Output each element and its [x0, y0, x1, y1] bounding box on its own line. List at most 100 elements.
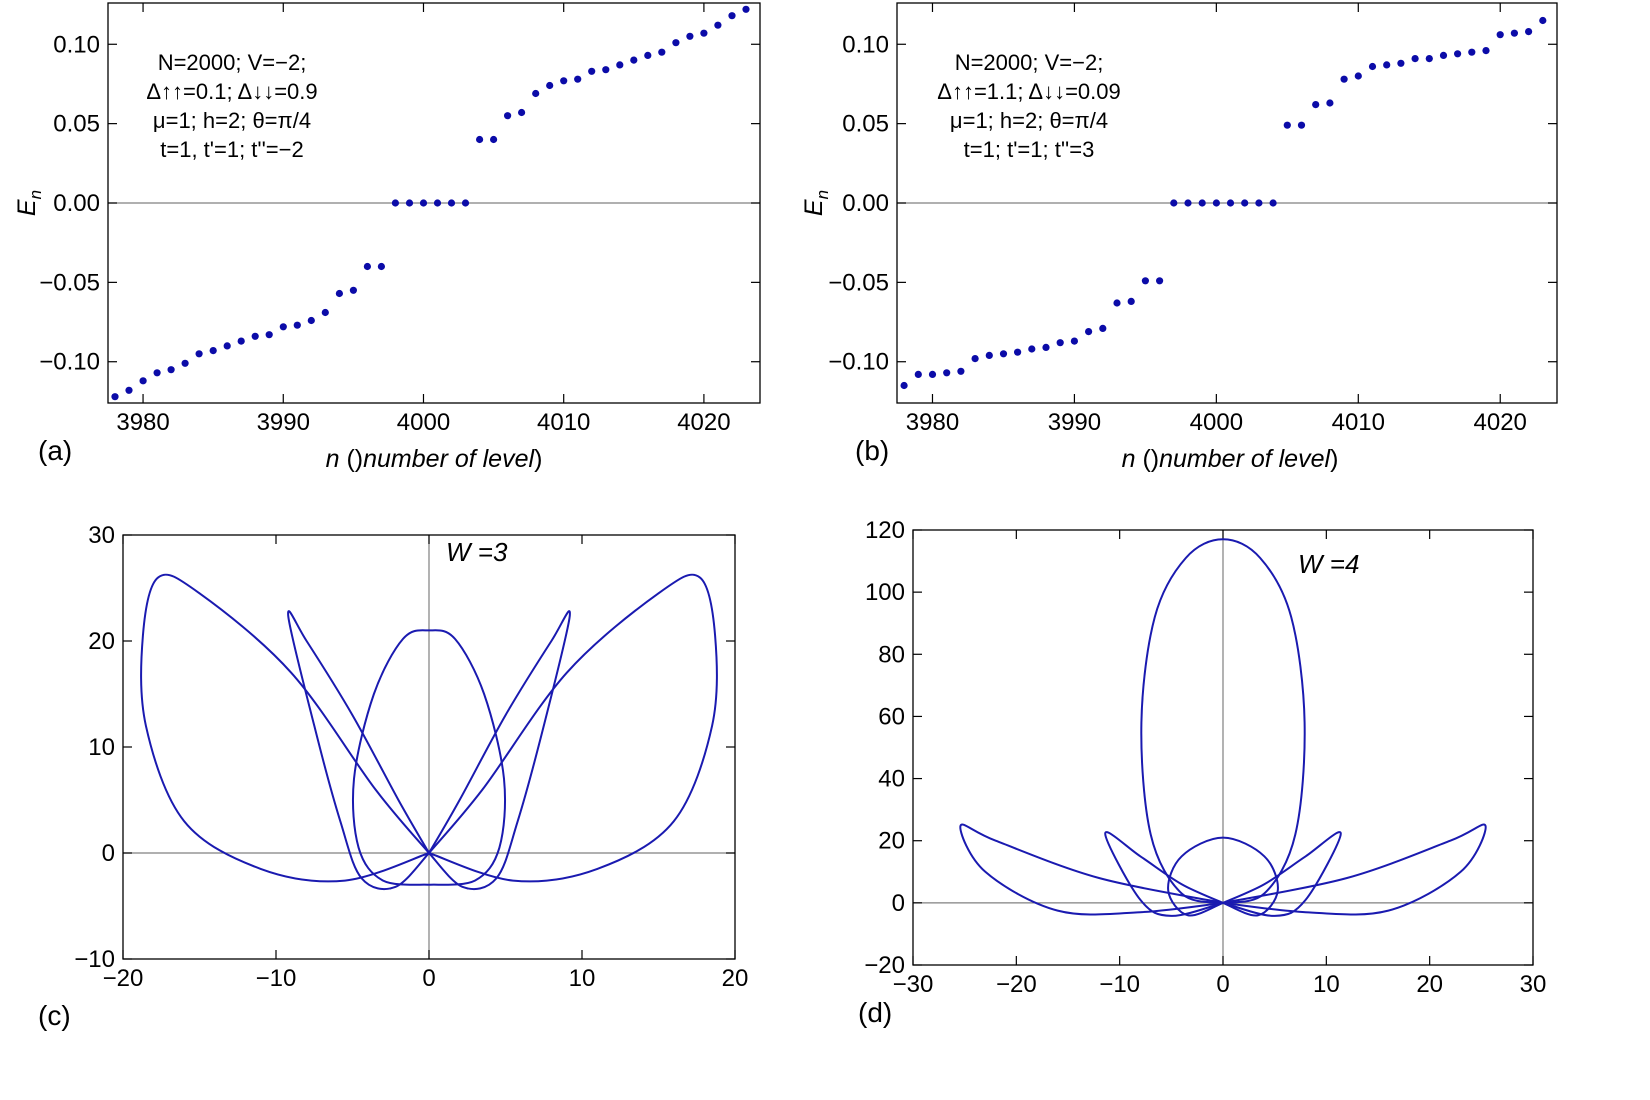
data-point: [1397, 59, 1405, 67]
y-tick-label: 0.05: [53, 111, 100, 138]
winding-number-label: W =4: [1298, 549, 1359, 579]
panel-label: (c): [38, 1000, 71, 1031]
x-tick-label: 3980: [906, 409, 959, 436]
x-axis-label-var: n: [326, 445, 340, 473]
data-point: [1170, 199, 1178, 207]
y-axis-label: En: [800, 190, 832, 216]
data-point: [181, 359, 189, 367]
data-point: [630, 56, 638, 64]
data-point: [1368, 62, 1377, 71]
data-point: [209, 347, 217, 355]
data-point: [349, 286, 357, 294]
y-tick-label: −20: [864, 952, 905, 979]
data-point: [1425, 55, 1433, 63]
data-point: [943, 369, 951, 377]
data-point: [447, 199, 456, 207]
annotation-line: t=1; t'=1; t''=3: [964, 137, 1095, 162]
y-tick-label: 80: [878, 641, 905, 668]
data-point: [265, 331, 273, 339]
data-point: [1070, 337, 1078, 345]
y-axis-label-var: E: [800, 199, 828, 216]
data-point: [914, 370, 922, 378]
x-tick-label: −30: [893, 971, 934, 998]
curve-outer-right-lobe: [428, 573, 718, 883]
curve-inner-right-lobe: [428, 610, 571, 891]
annotation-line: Δ↑↑=1.1; Δ↓↓=0.09: [937, 79, 1121, 104]
data-point: [237, 337, 245, 345]
data-point: [1042, 343, 1050, 351]
annotation-line: t=1, t'=1; t''=−2: [160, 137, 303, 162]
data-point: [321, 308, 329, 317]
data-point: [111, 393, 119, 401]
data-point: [223, 342, 231, 350]
y-tick-label: 60: [878, 703, 905, 730]
x-axis-label-rest: (): [340, 445, 364, 473]
data-point: [335, 289, 343, 298]
x-tick-label: 0: [422, 965, 435, 992]
curve-small-loop: [1167, 836, 1279, 917]
x-tick-label: −20: [103, 965, 144, 992]
y-tick-label: 0: [102, 840, 115, 867]
data-point: [1340, 75, 1348, 83]
data-point: [1184, 199, 1192, 207]
chart-panel-a: 3980 3990 4000 4010 4020 −0.10 −0.05 0.00 0.05 0.…: [13, 2, 761, 473]
data-point: [476, 135, 484, 144]
data-point: [672, 39, 680, 47]
y-tick-label: 10: [88, 734, 115, 761]
data-point: [686, 32, 694, 40]
y-tick-label: 20: [878, 828, 905, 855]
x-tick-label: 3990: [1048, 409, 1101, 436]
x-tick-label: −10: [1099, 971, 1140, 998]
data-point: [139, 377, 147, 385]
panel-label: (b): [855, 435, 889, 466]
x-tick-label: 4010: [537, 409, 590, 436]
data-point: [560, 77, 568, 85]
y-tick-label: 100: [865, 579, 905, 606]
x-tick-label: 3990: [257, 409, 310, 436]
x-tick-label: 10: [1313, 971, 1340, 998]
x-tick-label: 4000: [1190, 409, 1243, 436]
data-point: [391, 199, 399, 207]
data-point: [433, 199, 442, 207]
y-tick-label: 40: [878, 766, 905, 793]
data-point: [405, 199, 414, 207]
x-tick-label: 4010: [1332, 409, 1385, 436]
data-point: [153, 369, 161, 377]
x-tick-label: 20: [722, 965, 749, 992]
data-point: [1411, 55, 1419, 63]
curve-inner-left-lobe: [1104, 831, 1224, 917]
data-point: [1099, 324, 1107, 332]
x-axis-label-close: ): [534, 445, 542, 473]
data-point: [985, 351, 993, 359]
curve-inner-right-lobe: [1222, 831, 1342, 917]
data-point: [900, 381, 908, 390]
curve-outer-right-lobe: [1222, 823, 1487, 916]
x-axis-label-close: ): [1330, 445, 1338, 473]
data-point: [1468, 48, 1476, 56]
x-axis-label-italic: number of level: [363, 445, 535, 473]
data-point: [518, 108, 526, 117]
data-point: [957, 367, 965, 375]
y-tick-label: 0.00: [53, 190, 100, 217]
data-point: [1198, 199, 1206, 207]
data-point: [1255, 199, 1263, 207]
data-point: [293, 321, 301, 329]
data-point: [504, 112, 512, 120]
data-point: [971, 355, 979, 363]
data-point: [1539, 16, 1547, 25]
data-point: [1510, 29, 1518, 37]
y-tick-label: 30: [88, 522, 115, 549]
data-point: [1085, 328, 1093, 336]
chart-panel-b: 3980 3990 4000 4010 4020 −0.10 −0.05 0.00 0.05 0.…: [800, 2, 1558, 473]
x-tick-label: 4020: [1474, 409, 1527, 436]
x-tick-label: −20: [996, 971, 1037, 998]
x-axis-label-rest: (): [1136, 445, 1160, 473]
y-axis-label-sub: n: [813, 190, 832, 199]
y-tick-label: −0.10: [828, 349, 889, 376]
x-tick-label: −10: [256, 965, 297, 992]
data-point: [1156, 277, 1164, 285]
y-tick-label: 0: [892, 890, 905, 917]
data-point: [279, 323, 287, 331]
y-axis-label-sub: n: [26, 190, 45, 199]
